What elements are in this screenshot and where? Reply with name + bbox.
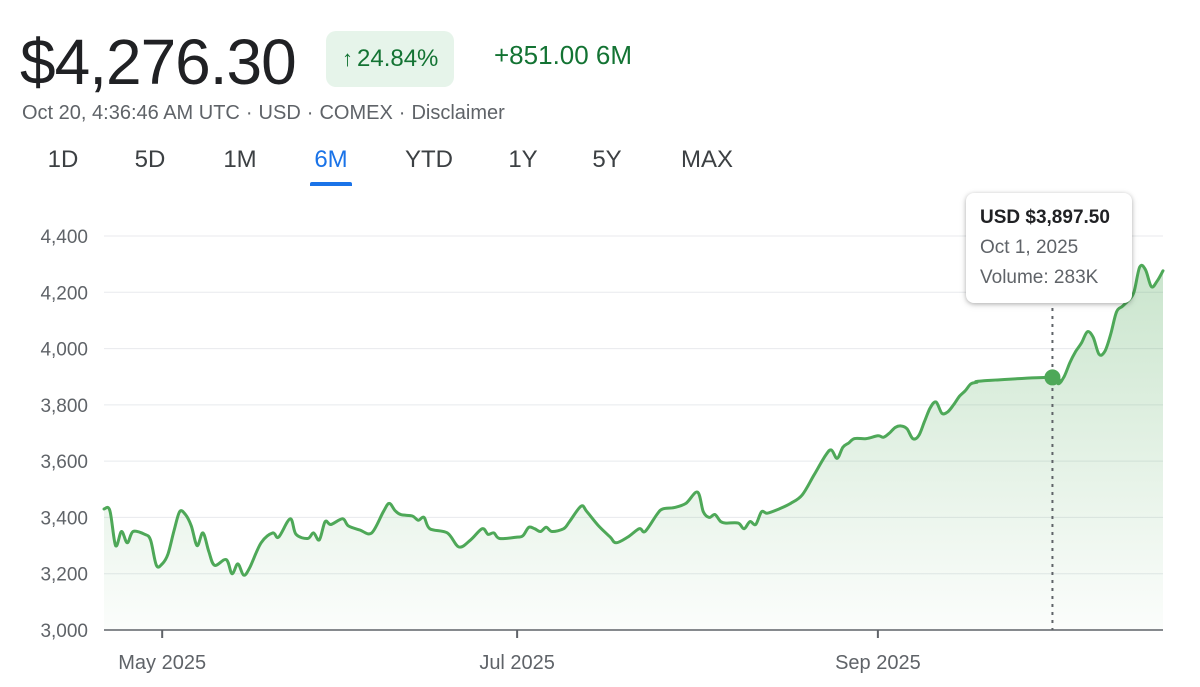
price-chart[interactable]: 3,000 3,200 3,400 3,600 3,800 4,000 4,200 4,400…	[0, 190, 1200, 687]
x-tick-label: Sep 2025	[835, 652, 921, 674]
change-absolute-label: +851.00 6M	[494, 40, 633, 70]
disclaimer-link[interactable]: Disclaimer	[411, 102, 505, 124]
x-axis: May 2025 Jul 2025 Sep 2025	[118, 630, 921, 674]
tab-5d[interactable]: 5D	[134, 146, 166, 173]
tab-6m[interactable]: 6M	[314, 146, 348, 173]
price-area	[104, 265, 1163, 630]
tab-max[interactable]: MAX	[680, 146, 734, 173]
tab-ytd[interactable]: YTD	[405, 146, 453, 173]
y-tick-label: 3,600	[40, 452, 88, 473]
quote-currency: USD	[258, 102, 301, 124]
tooltip-price: USD $3,897.50	[980, 207, 1110, 228]
price-line	[102, 263, 1165, 577]
tooltip-volume: Volume: 283K	[980, 267, 1099, 288]
meta-separator: ·	[245, 102, 253, 124]
y-axis: 3,000 3,200 3,400 3,600 3,800 4,000 4,200 4,400	[40, 227, 88, 642]
x-tick-label: Jul 2025	[479, 652, 555, 674]
tooltip-date: Oct 1, 2025	[980, 237, 1079, 258]
y-tick-label: 4,400	[40, 227, 88, 248]
y-tick-label: 3,000	[40, 621, 88, 642]
y-tick-label: 3,800	[40, 396, 88, 417]
y-tick-label: 3,400	[40, 508, 88, 529]
hover-point	[1044, 369, 1061, 386]
y-tick-label: 3,200	[40, 565, 88, 586]
hover-tooltip: USD $3,897.50 Oct 1, 2025 Volume: 283K	[966, 193, 1132, 303]
tab-5y[interactable]: 5Y	[592, 146, 622, 173]
change-percent-badge: ↑ 24.84%	[326, 31, 455, 87]
quote-meta: Oct 20, 4:36:46 AM UTC · USD · COMEX · Disclai…	[22, 102, 505, 125]
change-percent-label: 24.84%	[357, 45, 439, 72]
price-value: $4,276.30	[20, 26, 297, 98]
meta-separator: ·	[306, 102, 314, 124]
tab-1d[interactable]: 1D	[47, 146, 79, 173]
meta-separator: ·	[398, 102, 406, 124]
x-tick-label: May 2025	[118, 652, 206, 674]
arrow-up-icon: ↑	[342, 46, 353, 71]
active-tab-indicator	[310, 182, 352, 186]
quote-exchange: COMEX	[319, 102, 393, 124]
tab-1m[interactable]: 1M	[223, 146, 257, 173]
quote-timestamp: Oct 20, 4:36:46 AM UTC	[22, 102, 240, 124]
y-tick-label: 4,200	[40, 283, 88, 304]
tab-1y[interactable]: 1Y	[508, 146, 538, 173]
y-tick-label: 4,000	[40, 340, 88, 361]
